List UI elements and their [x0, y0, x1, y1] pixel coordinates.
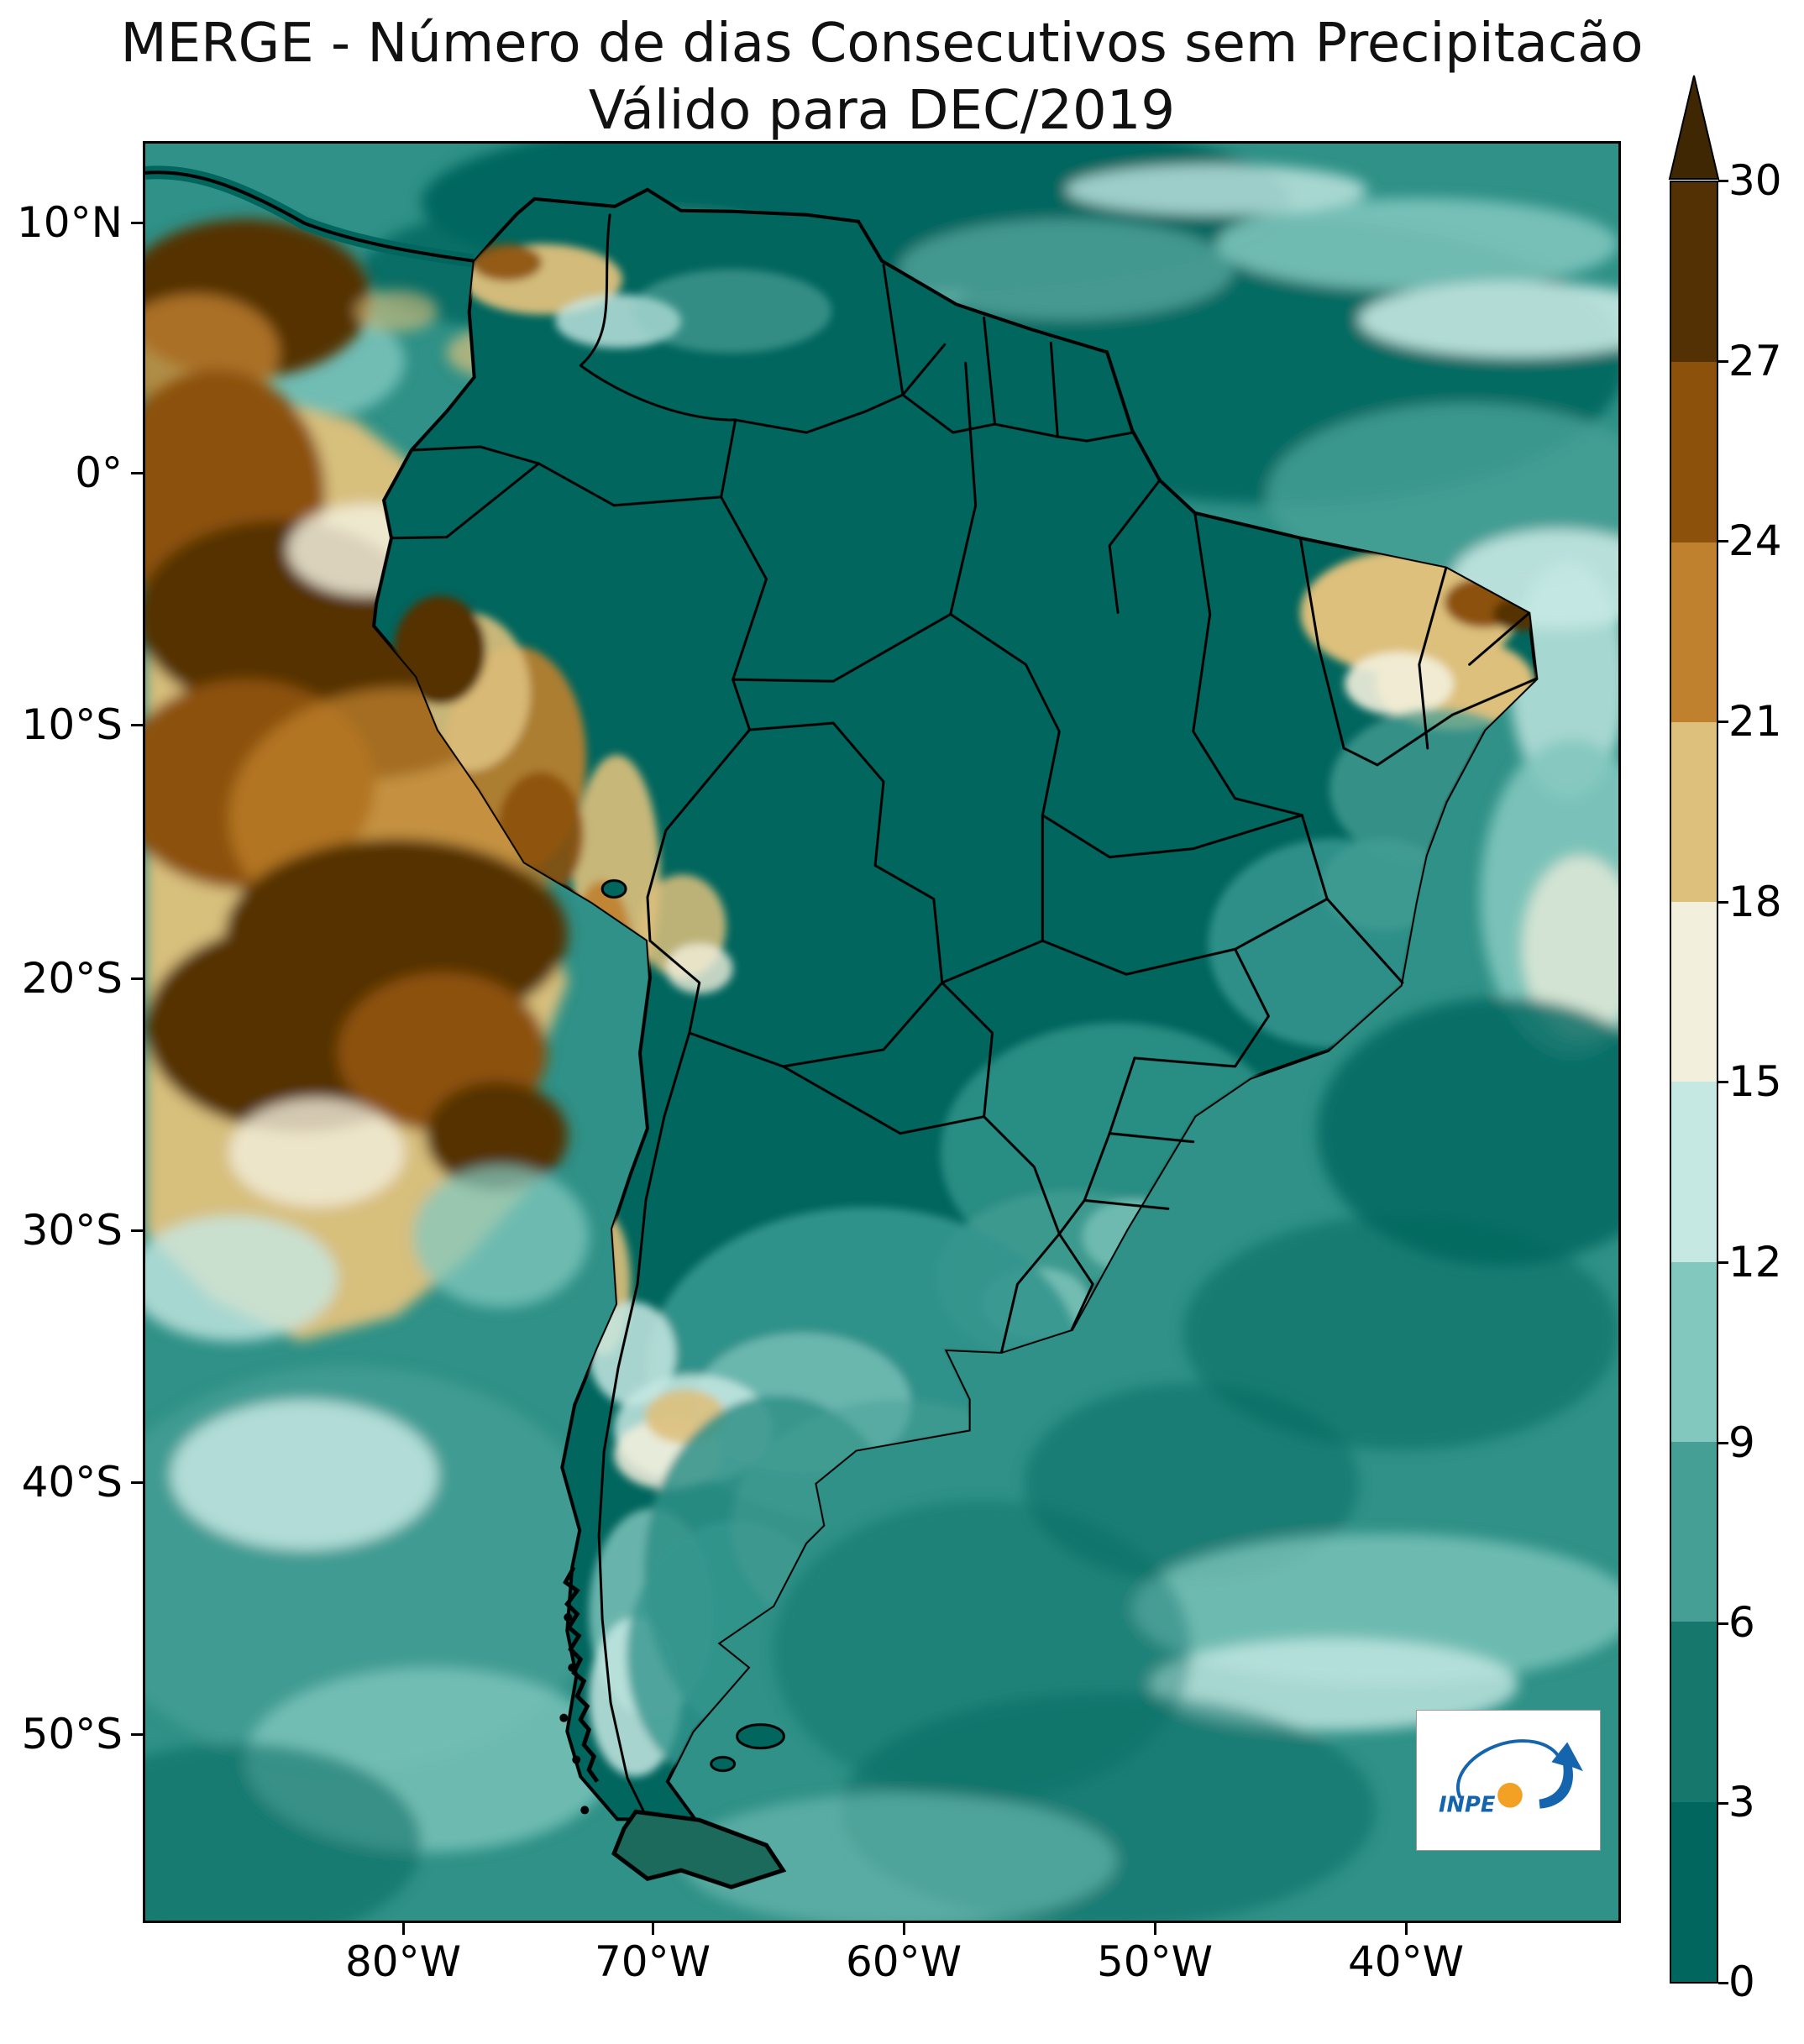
- colorbar-tick: [1718, 1081, 1728, 1083]
- x-axis-tick: [402, 1923, 405, 1935]
- y-axis-label: 0°: [75, 448, 123, 497]
- x-axis-tick: [652, 1923, 654, 1935]
- colorbar-segment-27-30: [1671, 182, 1717, 363]
- colorbar-tick: [1718, 180, 1728, 182]
- central-america-coastline: [145, 170, 474, 263]
- y-axis-label: 10°N: [16, 198, 123, 247]
- colorbar-label: 21: [1728, 697, 1782, 746]
- colorbar-segment-0-3: [1671, 1801, 1717, 1982]
- colorbar-segment-24-27: [1671, 362, 1717, 542]
- colorbar-tick: [1718, 721, 1728, 723]
- chart-title-line1: MERGE - Número de dias Consecutivos sem …: [120, 13, 1644, 75]
- colorbar-segment-15-18: [1671, 902, 1717, 1082]
- y-axis-label: 10°S: [21, 700, 123, 749]
- colorbar-tick: [1718, 1622, 1728, 1625]
- colorbar-label: 15: [1728, 1057, 1782, 1106]
- colorbar-segment-9-12: [1671, 1261, 1717, 1443]
- colorbar-segment-6-9: [1671, 1442, 1717, 1622]
- political-borders: [390, 213, 1538, 1821]
- y-axis-label: 50°S: [21, 1710, 123, 1758]
- colorbar-label: 12: [1728, 1238, 1782, 1287]
- colorbar-tick: [1718, 1261, 1728, 1264]
- x-axis-label: 80°W: [344, 1937, 462, 1986]
- south-america-map: [145, 144, 1618, 1921]
- colorbar-label: 0: [1728, 1958, 1755, 2006]
- inpe-logo: INPE: [1416, 1710, 1601, 1851]
- colorbar-label: 24: [1728, 516, 1782, 565]
- y-axis-label: 20°S: [21, 954, 123, 1003]
- x-axis-tick: [1405, 1923, 1408, 1935]
- chart-title: MERGE - Número de dias Consecutivos sem …: [84, 10, 1680, 144]
- x-axis-label: 50°W: [1096, 1937, 1214, 1986]
- y-axis-label: 40°S: [21, 1458, 123, 1507]
- x-axis-tick: [903, 1923, 905, 1935]
- x-axis-label: 60°W: [845, 1937, 962, 1986]
- lake-titicaca: [600, 879, 627, 899]
- x-axis-label: 40°W: [1347, 1937, 1465, 1986]
- colorbar-segment-3-6: [1671, 1622, 1717, 1802]
- inpe-logo-text: INPE: [1439, 1793, 1496, 1818]
- colorbar-tick: [1718, 540, 1728, 542]
- tierra-del-fuego: [559, 1565, 787, 1889]
- y-axis-tick: [131, 472, 143, 474]
- colorbar-label: 18: [1728, 878, 1782, 926]
- colorbar-extend-arrow: [1668, 75, 1720, 180]
- inpe-orange-dot-icon: [1497, 1782, 1523, 1808]
- fjord-coastline: [563, 1565, 600, 1783]
- colorbar-tick: [1718, 1982, 1728, 1984]
- y-axis-tick: [131, 1733, 143, 1736]
- inpe-arrow-icon: [1539, 1742, 1583, 1809]
- pacific-dry-region: [145, 218, 602, 1341]
- colorbar-segment-18-21: [1671, 721, 1717, 903]
- map-canvas: [143, 141, 1621, 1923]
- colorbar-label: 9: [1728, 1418, 1755, 1467]
- colorbar-label: 3: [1728, 1778, 1755, 1826]
- x-axis-tick: [1154, 1923, 1156, 1935]
- inpe-logo-graphic: INPE: [1439, 1739, 1583, 1818]
- colorbar-label: 30: [1728, 156, 1782, 205]
- y-axis-tick: [131, 724, 143, 726]
- colorbar-tick: [1718, 1442, 1728, 1444]
- colorbar-label: 27: [1728, 337, 1782, 385]
- colorbar: [1670, 181, 1718, 1984]
- colorbar-segment-12-15: [1671, 1082, 1717, 1262]
- colorbar-label: 6: [1728, 1598, 1755, 1647]
- y-axis-tick: [131, 977, 143, 980]
- y-axis-tick: [131, 1229, 143, 1232]
- inpe-orbit-icon: [1455, 1739, 1562, 1799]
- x-axis-label: 70°W: [594, 1937, 711, 1986]
- chart-title-line2: Válido para DEC/2019: [588, 80, 1176, 142]
- y-axis-tick: [131, 222, 143, 224]
- y-axis-tick: [131, 1481, 143, 1484]
- y-axis-label: 30°S: [21, 1206, 123, 1255]
- colorbar-tick: [1718, 1802, 1728, 1805]
- colorbar-tick: [1718, 901, 1728, 904]
- colorbar-segment-21-24: [1671, 542, 1717, 722]
- colorbar-tick: [1718, 360, 1728, 363]
